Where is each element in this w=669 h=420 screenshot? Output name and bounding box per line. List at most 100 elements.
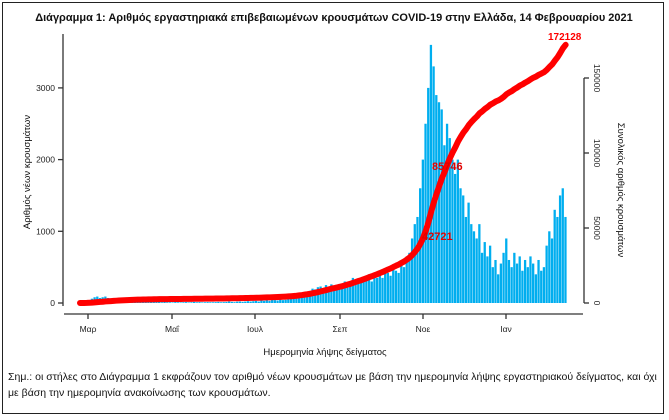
bar [230,301,233,303]
bar [346,282,349,303]
bar [174,302,177,303]
bar [330,284,333,303]
bar [168,302,172,303]
bar [160,302,164,303]
bar [521,270,524,304]
bar [349,285,352,303]
bar [400,263,403,303]
footnote: Σημ.: οι στήλες στο Διάγραμμα 1 εκφράζου… [8,371,657,399]
bar [335,287,338,303]
bar [518,256,521,303]
bar [187,302,190,303]
bar [397,272,400,303]
bar [297,295,301,303]
bar [534,274,537,303]
bar [456,159,459,303]
bar [462,195,465,303]
bar [238,301,242,303]
bar [166,302,169,303]
bar [478,224,481,303]
bar [480,252,484,303]
bar [292,297,295,303]
y2-axis-label: Συνολικός αριθμός κρουσμάτων [615,123,626,258]
bar [184,302,188,303]
bar [402,267,406,303]
bar [553,209,556,303]
bar [424,123,427,303]
bar [365,279,368,303]
y2-tick-label: 50000 [592,216,602,240]
bar [249,301,252,303]
bar [195,302,198,303]
bar [542,267,546,303]
bar [384,270,387,304]
bar [515,263,519,303]
bar [483,242,486,304]
bar [182,302,185,303]
bar [324,285,328,303]
bar [273,300,277,303]
bar [193,301,196,303]
bar [254,300,258,303]
bar [381,277,384,303]
bar [265,300,268,303]
bar [271,299,274,303]
bar [201,302,204,303]
bar [209,302,212,303]
bar [416,216,419,303]
y-tick-label: 0 [50,298,55,308]
bar [467,202,470,303]
y-axis-label: Αριθμός νέων κρουσμάτων [22,115,33,229]
bar [429,44,433,303]
x-tick-label: Σεπ [333,324,348,334]
bar [427,87,430,304]
bar [445,123,449,303]
bar [236,301,239,303]
bar [244,301,247,303]
bar [448,138,451,303]
bar [217,301,220,303]
bar [405,256,408,303]
bar [540,270,543,304]
bar [497,274,500,303]
bar [529,256,532,303]
bar [510,267,513,303]
bar [314,289,317,303]
bar [389,275,392,303]
bar [367,274,371,303]
bar [550,238,554,303]
x-tick-label: Ιαν [500,324,512,334]
bar [327,286,330,303]
bar [289,297,293,303]
bar [252,301,255,303]
bar [532,263,535,303]
bar [152,301,155,303]
bar [564,216,567,303]
bar [475,238,478,303]
bar [413,224,416,303]
bar [499,263,503,303]
bar [179,302,182,303]
bar [354,281,357,303]
bar [394,270,398,304]
x-tick-label: Ιουλ [247,324,264,334]
bar [281,300,285,303]
bar [284,299,287,303]
bar [472,231,476,303]
bar [233,302,236,303]
bar [306,293,309,303]
bar [203,302,207,303]
bar [158,301,161,303]
bar [227,301,231,303]
figure-frame [2,2,664,414]
bar [386,272,390,303]
bar [276,300,279,303]
bar [523,259,527,303]
bar [440,109,443,303]
bar [505,238,508,303]
bar [260,300,263,303]
bar [225,301,228,303]
bar [171,302,174,303]
bar [545,245,548,303]
bar [357,280,360,303]
